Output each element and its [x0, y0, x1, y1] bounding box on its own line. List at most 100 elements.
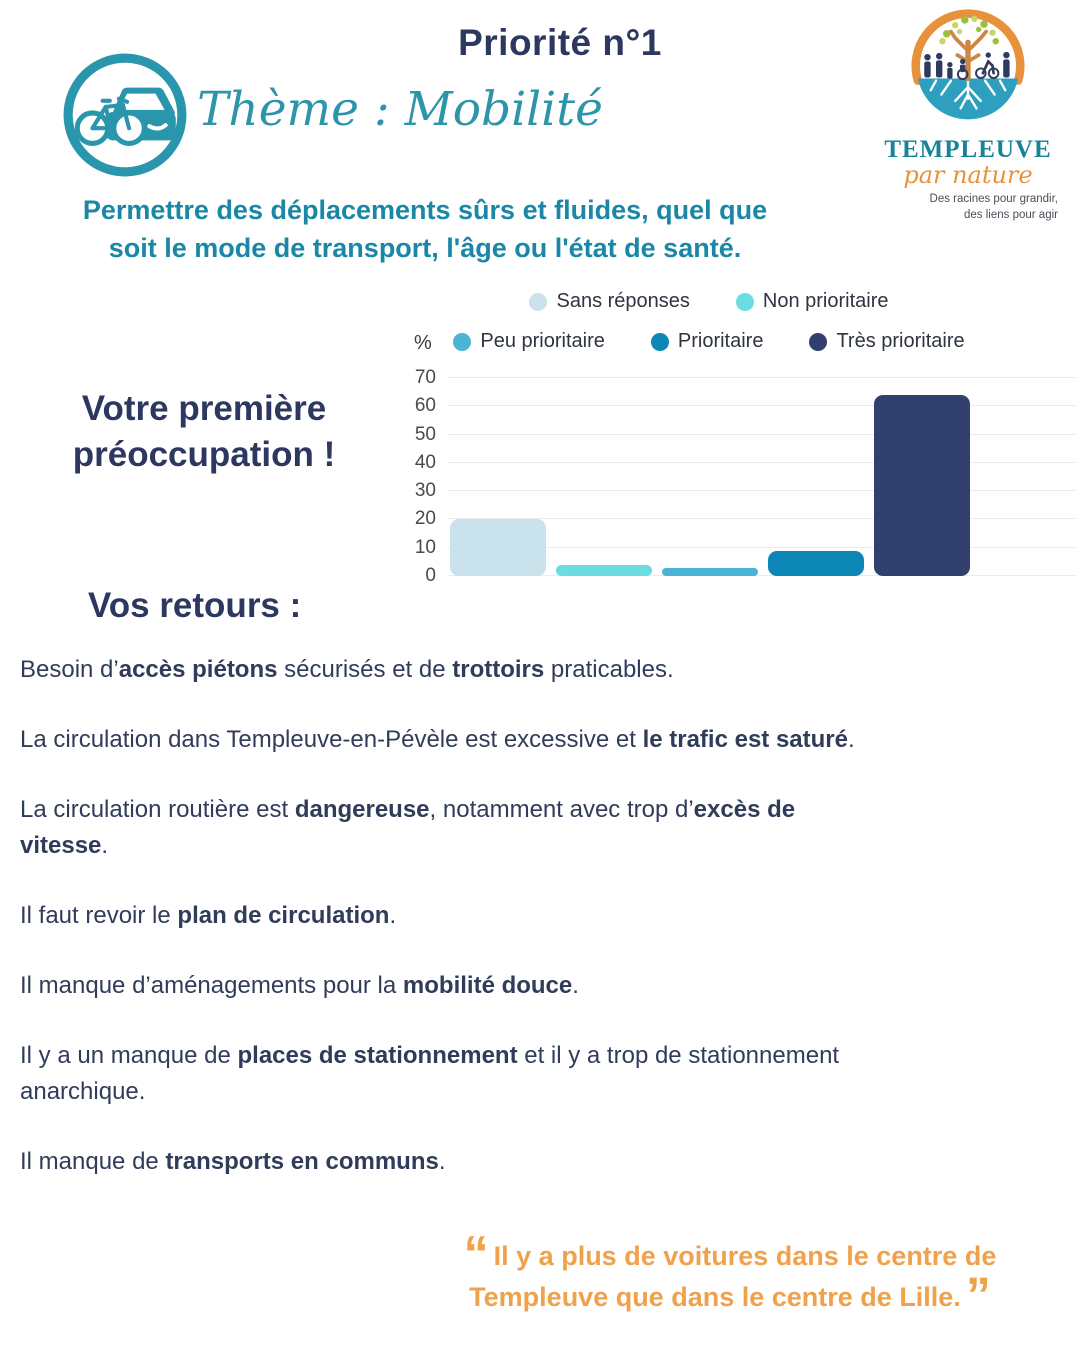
y-tick-label: 10 — [414, 536, 436, 558]
y-axis-labels: 0 10 20 30 40 50 60 70 — [398, 368, 442, 586]
feedback-text: La circulation routière est — [20, 796, 295, 823]
gridline — [448, 405, 1076, 407]
foliage-icon — [939, 15, 999, 45]
templeuve-logo: TEMPLEUVE par nature Des racines pour gr… — [878, 6, 1058, 223]
feedback-text: Il y a un manque de — [20, 1042, 238, 1069]
legend-row-2: Peu prioritaire Prioritaire Très prioritai… — [398, 330, 1080, 353]
feedback-text: Il manque de — [20, 1148, 166, 1175]
quote-line-2: Templeuve que dans le centre de Lille. — [469, 1281, 961, 1312]
gridline — [448, 575, 1076, 576]
feedback-bold-text: excès de — [693, 796, 796, 823]
feedback-text: Besoin d’ — [20, 656, 119, 683]
legend-label: Prioritaire — [677, 330, 764, 352]
legend-label: Sans réponses — [556, 290, 690, 312]
feedback-bold-text: mobilité douce — [402, 972, 573, 999]
gridline — [448, 461, 1076, 463]
feedback-text: . — [438, 1148, 446, 1175]
feedback-item: La circulation routière est dangereuse, … — [20, 792, 1034, 864]
feedback-list: Besoin d’accès piétons sécurisés et de t… — [20, 652, 1034, 1214]
feedback-bold-text: dangereuse — [294, 796, 430, 823]
page-title: Priorité n°1 — [458, 22, 662, 63]
feedback-text: anarchique. — [20, 1078, 146, 1105]
feedback-bold-text: transports en communs — [165, 1148, 439, 1175]
feedback-item: Besoin d’accès piétons sécurisés et de t… — [20, 652, 1034, 688]
legend-label: Très prioritaire — [836, 330, 965, 352]
feedback-heading: Vos retours : — [88, 586, 302, 625]
bar-peu-prioritaire — [662, 567, 758, 576]
bar-sans-réponses — [450, 519, 546, 576]
feedback-text: . — [389, 902, 397, 929]
bar-non-prioritaire — [556, 564, 652, 576]
feedback-item: La circulation dans Templeuve-en-Pévèle … — [20, 722, 1034, 758]
tree-icon — [949, 29, 988, 82]
theme-title: Thème : Mobilité — [197, 82, 603, 137]
people-icons — [924, 51, 1010, 81]
legend-item: Peu prioritaire — [453, 330, 605, 353]
bicycle-icon — [74, 96, 147, 146]
feedback-item: Il manque d’aménagements pour la mobilit… — [20, 968, 1034, 1004]
logo-tagline-line-2: des liens pour agir — [964, 208, 1058, 221]
logo-arc — [911, 9, 1025, 85]
legend-item: Très prioritaire — [809, 330, 965, 353]
open-quote-mark: “ — [463, 1226, 489, 1282]
feedback-text: . — [101, 832, 109, 859]
legend-dot-icon — [529, 292, 548, 311]
roots-icon — [929, 79, 1007, 110]
y-tick-label: 50 — [414, 423, 436, 445]
logo-tagline-line-1: Des racines pour grandir, — [929, 193, 1058, 205]
legend-row-1: Sans réponses Non prioritaire — [398, 290, 1080, 313]
feedback-text: La circulation dans Templeuve-en-Pévèle … — [20, 726, 643, 753]
feedback-text: , notamment avec trop d’ — [429, 796, 694, 823]
feedback-bold-text: le trafic est saturé — [642, 726, 848, 753]
feedback-text: sécurisés et de — [277, 656, 453, 683]
gridline — [448, 490, 1076, 492]
legend-item: Sans réponses — [529, 290, 690, 313]
legend-dot-icon — [809, 332, 828, 351]
feedback-text: praticables. — [544, 656, 674, 683]
y-tick-label: 60 — [414, 395, 436, 417]
first-concern-line-2: préoccupation ! — [72, 435, 336, 475]
y-tick-label: 0 — [425, 565, 436, 586]
logo-tagline: Des racines pour grandir, des liens pour… — [878, 192, 1058, 223]
badge-circle — [63, 53, 187, 177]
feedback-item: Il manque de transports en communs. — [20, 1144, 1034, 1180]
legend-dot-icon — [735, 292, 754, 311]
first-concern-line-1: Votre première — [81, 389, 327, 428]
feedback-text: . — [572, 972, 579, 999]
priority-chart: Sans réponses Non prioritaire Peu priorit… — [398, 286, 1080, 591]
legend-label: Peu prioritaire — [480, 330, 605, 352]
y-tick-label: 20 — [414, 508, 436, 530]
mobility-badge — [60, 50, 190, 180]
legend-dot-icon — [650, 332, 669, 351]
quote-line-1: Il y a plus de voitures dans le centre d… — [493, 1241, 997, 1271]
feedback-item: Il faut revoir le plan de circulation. — [20, 898, 1034, 934]
legend-item: Non prioritaire — [735, 290, 889, 313]
y-tick-label: 40 — [414, 451, 436, 473]
y-axis-unit: % — [414, 332, 432, 354]
bike-and-car-icon — [63, 53, 187, 177]
legend-dot-icon — [453, 332, 472, 351]
gridline — [448, 377, 1076, 378]
legend-item: Prioritaire — [650, 330, 764, 353]
feedback-bold-text: places de stationnement — [237, 1042, 518, 1069]
feedback-item: Il y a un manque de places de stationnem… — [20, 1038, 1034, 1110]
logo-subname: par nature — [903, 161, 1033, 189]
citizen-quote: “Il y a plus de voitures dans le centre … — [410, 1229, 1050, 1320]
feedback-bold-text: accès piétons — [118, 656, 278, 683]
bar-prioritaire — [768, 550, 864, 576]
logo-name: TEMPLEUVE — [884, 136, 1052, 163]
first-concern-heading: Votre première préoccupation ! — [24, 386, 384, 478]
close-quote-mark: ” — [965, 1266, 991, 1323]
statement-line-2: soit le mode de transport, l'âge ou l'ét… — [108, 232, 742, 263]
y-tick-label: 30 — [414, 480, 436, 502]
feedback-text: Il manque d’aménagements pour la — [20, 972, 403, 999]
feedback-text: et il y a trop de stationnement — [517, 1042, 840, 1069]
plot-area — [448, 377, 1076, 576]
gridline — [448, 518, 1076, 520]
feedback-text: Il faut revoir le — [20, 902, 178, 929]
feedback-bold-text: vitesse — [20, 832, 102, 859]
bar-très-prioritaire — [874, 394, 970, 576]
mission-statement: Permettre des déplacements sûrs et fluid… — [30, 192, 820, 268]
feedback-bold-text: plan de circulation — [177, 902, 390, 929]
